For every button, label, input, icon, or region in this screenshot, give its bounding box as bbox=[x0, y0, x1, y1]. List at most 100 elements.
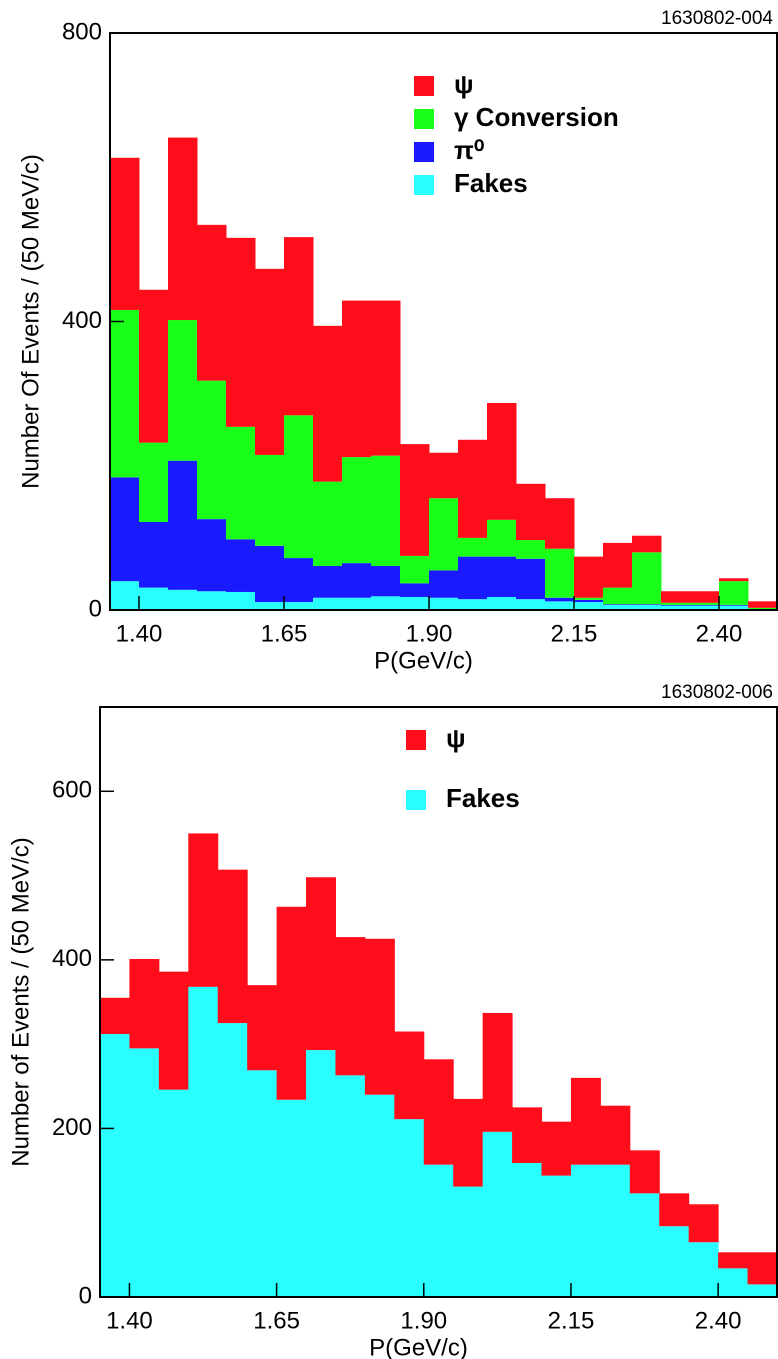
histogram-bar bbox=[574, 597, 604, 600]
histogram-bar bbox=[629, 1193, 660, 1297]
histogram-bar bbox=[632, 604, 662, 605]
histogram-bar bbox=[453, 1186, 484, 1297]
histogram-bar bbox=[747, 1252, 778, 1285]
histogram-bar bbox=[335, 937, 366, 1076]
histogram-bar bbox=[487, 556, 517, 598]
histogram-bar bbox=[394, 1031, 425, 1120]
histogram-bar bbox=[371, 566, 401, 597]
x-tick-label: 1.65 bbox=[253, 1307, 300, 1334]
histogram-bar bbox=[541, 1175, 572, 1297]
x-tick-label: 1.40 bbox=[116, 620, 163, 647]
histogram-bar bbox=[545, 601, 575, 610]
histogram-bar bbox=[458, 439, 488, 538]
legend-swatch bbox=[414, 175, 434, 195]
legend-label: π⁰ bbox=[454, 135, 484, 165]
histogram-bar bbox=[247, 985, 278, 1071]
histogram-bar bbox=[400, 444, 430, 556]
histogram-bar bbox=[632, 552, 662, 605]
histogram-bar bbox=[100, 997, 130, 1035]
x-axis-label: P(GeV/c) bbox=[374, 647, 473, 674]
histogram-bar bbox=[487, 519, 517, 557]
histogram-bar bbox=[423, 1164, 454, 1297]
histogram-bar bbox=[168, 589, 198, 610]
histogram-bar bbox=[342, 457, 372, 564]
histogram-bar bbox=[429, 452, 459, 499]
y-axis-label: Number of Events / (50 MeV/c) bbox=[7, 837, 34, 1166]
histogram-bar bbox=[690, 602, 720, 605]
plot-frame bbox=[99, 706, 778, 1298]
histogram-bar bbox=[335, 1075, 366, 1297]
histogram-bar bbox=[719, 605, 749, 610]
histogram-bar bbox=[168, 460, 198, 590]
histogram-bar bbox=[247, 1070, 278, 1297]
histogram-bar bbox=[482, 1012, 513, 1132]
histogram-bar bbox=[364, 938, 395, 1095]
histogram-bar bbox=[458, 537, 488, 557]
histogram-bar bbox=[110, 581, 140, 610]
histogram-bar bbox=[342, 300, 372, 458]
histogram-bar bbox=[188, 833, 219, 987]
histogram-bar bbox=[690, 605, 720, 610]
histogram-bar bbox=[512, 1107, 543, 1163]
histogram-bar bbox=[719, 578, 749, 582]
histogram-bar bbox=[394, 1119, 425, 1297]
histogram-bar bbox=[168, 320, 198, 461]
legend-label: Fakes bbox=[446, 783, 520, 813]
histogram-bar bbox=[688, 1242, 719, 1297]
histogram-bar bbox=[371, 596, 401, 610]
histogram-bar bbox=[313, 566, 343, 598]
legend-label: ψ bbox=[446, 723, 466, 753]
histogram-bar bbox=[661, 605, 691, 610]
histogram-bar bbox=[423, 1059, 454, 1165]
histogram-bar bbox=[284, 415, 314, 559]
histogram-bar bbox=[429, 498, 459, 571]
histogram-bar bbox=[545, 548, 575, 598]
histogram-bar bbox=[487, 597, 517, 610]
histogram-bar bbox=[541, 1121, 572, 1176]
figure-id: 1630802-006 bbox=[661, 682, 773, 703]
histogram-bar bbox=[429, 597, 459, 610]
histogram-bar bbox=[158, 971, 189, 1090]
histogram-bar bbox=[629, 1150, 660, 1194]
legend-label: ψ bbox=[454, 69, 474, 99]
histogram-bar bbox=[276, 1099, 307, 1297]
histogram-bar bbox=[306, 1050, 336, 1297]
histogram-bar bbox=[603, 604, 633, 610]
histogram-bar bbox=[661, 602, 691, 605]
histogram-bar bbox=[158, 1089, 189, 1297]
histogram-bar bbox=[217, 869, 248, 1024]
histogram-bar bbox=[139, 522, 169, 588]
histogram-bar bbox=[129, 1048, 160, 1297]
legend-swatch bbox=[414, 76, 434, 96]
x-tick-label: 1.90 bbox=[400, 1307, 447, 1334]
histogram-bar bbox=[284, 237, 314, 416]
histogram-bar bbox=[718, 1252, 749, 1269]
histogram-bar bbox=[429, 570, 459, 598]
histogram-bar bbox=[574, 602, 604, 610]
histogram-bar bbox=[512, 1162, 543, 1297]
legend-swatch bbox=[406, 790, 426, 810]
histogram-bar bbox=[603, 604, 633, 605]
histogram-bar bbox=[197, 591, 227, 610]
histogram-bar bbox=[482, 1131, 513, 1297]
histogram-bar bbox=[284, 602, 314, 610]
histogram-bar bbox=[458, 599, 488, 610]
histogram-bar bbox=[400, 555, 430, 584]
histogram-bar bbox=[197, 519, 227, 592]
x-tick-label: 2.40 bbox=[696, 620, 743, 647]
histogram-bar bbox=[255, 454, 285, 546]
figure-id: 1630802-004 bbox=[661, 8, 773, 29]
histogram-bar bbox=[574, 556, 604, 598]
histogram-bar bbox=[400, 597, 430, 610]
histogram-bar bbox=[719, 581, 749, 605]
histogram-bar bbox=[574, 599, 604, 603]
histogram-bar bbox=[516, 558, 546, 600]
y-tick-label: 0 bbox=[89, 595, 102, 622]
y-tick-label: 400 bbox=[62, 307, 102, 334]
histogram-bar bbox=[139, 289, 169, 443]
x-tick-label: 2.15 bbox=[548, 1307, 595, 1334]
histogram-bar bbox=[458, 556, 488, 600]
histogram-bar bbox=[306, 877, 336, 1051]
